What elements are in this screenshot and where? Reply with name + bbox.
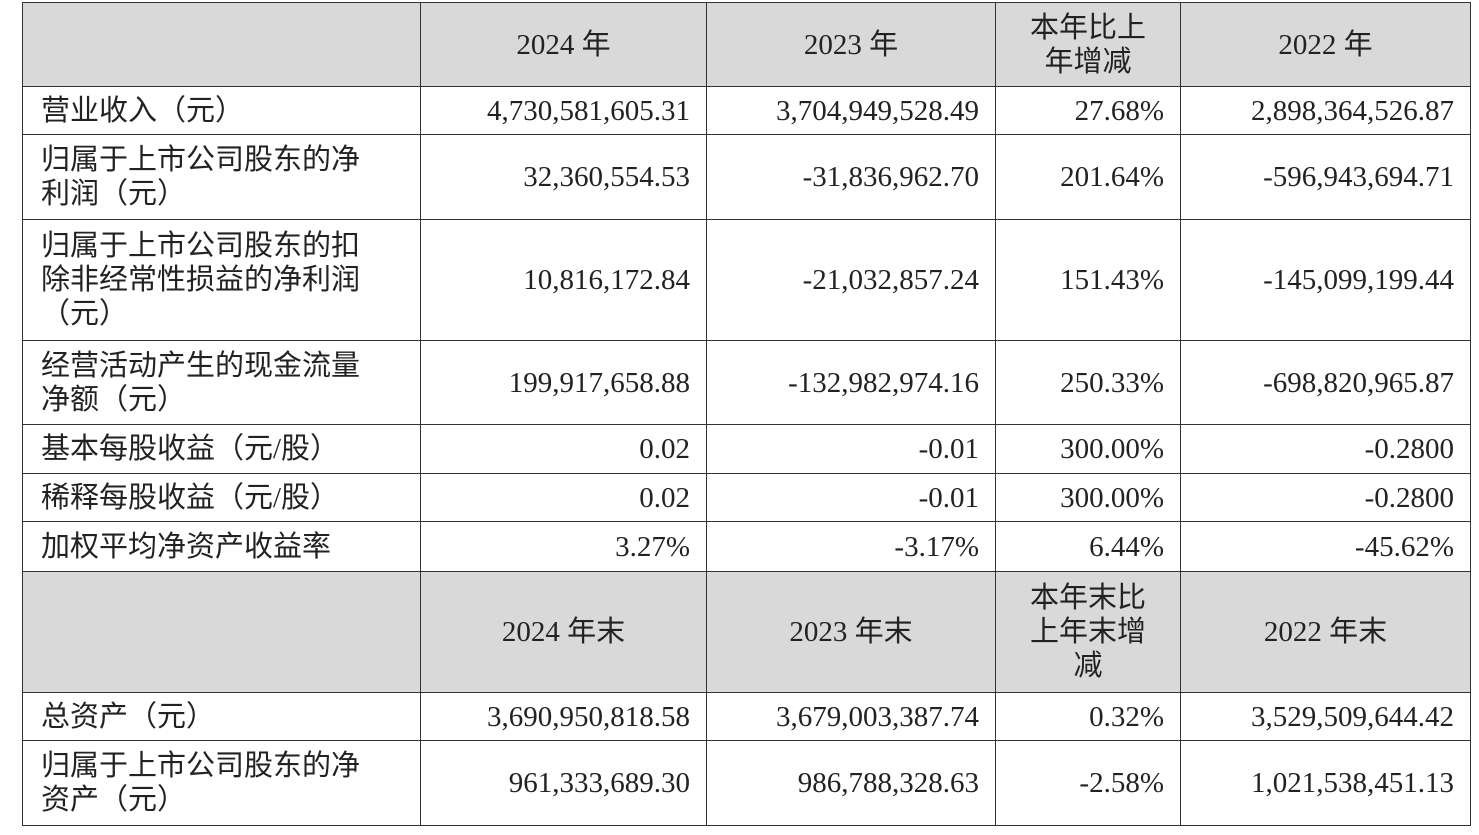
value-cell: 3,679,003,387.74 <box>706 692 996 741</box>
financial-table: 2024 年 2023 年 本年比上年增减 2022 年营业收入（元） 4,730,58… <box>22 2 1471 826</box>
header-text: 2024 年末 <box>501 616 626 648</box>
value-cell: 3.27% <box>420 521 707 572</box>
value-cell: -45.62% <box>1180 521 1471 572</box>
row-label: 归属于上市公司股东的扣除非经常性损益的净利润（元） <box>22 219 421 341</box>
value-cell: 0.02 <box>420 473 707 522</box>
value-cell: 201.64% <box>995 134 1181 220</box>
value-cell: 300.00% <box>995 473 1181 522</box>
value-cell: 199,917,658.88 <box>420 340 707 425</box>
value-cell: 250.33% <box>995 340 1181 425</box>
value-cell: 4,730,581,605.31 <box>420 86 707 135</box>
value-cell: 0.32% <box>995 692 1181 741</box>
value-cell: -596,943,694.71 <box>1180 134 1471 220</box>
value-cell: 0.02 <box>420 424 707 474</box>
header-text: 2022 年 <box>1278 28 1373 61</box>
value-cell: -0.01 <box>706 424 996 474</box>
data-row: 营业收入（元） 4,730,581,605.31 3,704,949,528.49 2… <box>22 86 1471 135</box>
value-cell: 961,333,689.30 <box>420 740 707 826</box>
value-cell: 10,816,172.84 <box>420 219 707 341</box>
data-row: 稀释每股收益（元/股） 0.02 -0.01 300.00% -0.2800 <box>22 473 1471 522</box>
row-label: 营业收入（元） <box>22 86 421 135</box>
header-cell: 本年比上年增减 <box>995 2 1181 87</box>
row-label: 归属于上市公司股东的净利润（元） <box>22 134 421 220</box>
value-cell: 3,704,949,528.49 <box>706 86 996 135</box>
value-cell: 27.68% <box>995 86 1181 135</box>
header-cell <box>22 571 421 693</box>
row-label: 总资产（元） <box>22 692 421 741</box>
header-cell: 2024 年末 <box>420 571 707 693</box>
row-label: 基本每股收益（元/股） <box>22 424 421 474</box>
data-row: 总资产（元） 3,690,950,818.58 3,679,003,387.74 0.… <box>22 692 1471 741</box>
header-text: 2022 年末 <box>1263 616 1388 648</box>
value-cell: -21,032,857.24 <box>706 219 996 341</box>
value-cell: -145,099,199.44 <box>1180 219 1471 341</box>
value-cell: 986,788,328.63 <box>706 740 996 826</box>
header-text: 2023 年末 <box>789 616 913 648</box>
value-cell: -0.01 <box>706 473 996 522</box>
header-cell <box>22 2 421 87</box>
header-text: 2023 年 <box>803 28 899 61</box>
value-cell: 3,690,950,818.58 <box>420 692 707 741</box>
value-cell: 2,898,364,526.87 <box>1180 86 1471 135</box>
value-cell: 151.43% <box>995 219 1181 341</box>
header-text: 本年末比上年末增减 <box>1029 582 1146 682</box>
data-row: 基本每股收益（元/股） 0.02 -0.01 300.00% -0.2800 <box>22 424 1471 474</box>
value-cell: -0.2800 <box>1180 473 1471 522</box>
header-row: 2024 年末 2023 年末 本年末比上年末增减 2022 年末 <box>22 571 1471 693</box>
value-cell: -2.58% <box>995 740 1181 826</box>
value-cell: -31,836,962.70 <box>706 134 996 220</box>
header-cell: 本年末比上年末增减 <box>995 571 1181 693</box>
row-label: 经营活动产生的现金流量净额（元） <box>22 340 421 425</box>
value-cell: -0.2800 <box>1180 424 1471 474</box>
value-cell: 32,360,554.53 <box>420 134 707 220</box>
header-cell: 2022 年末 <box>1180 571 1471 693</box>
row-label: 稀释每股收益（元/股） <box>22 473 421 522</box>
header-text: 2024 年 <box>516 28 611 61</box>
table-body: 2024 年 2023 年 本年比上年增减 2022 年营业收入（元） 4,730,58… <box>22 2 1471 826</box>
row-label: 归属于上市公司股东的净资产（元） <box>22 740 421 826</box>
value-cell: -3.17% <box>706 521 996 572</box>
data-row: 加权平均净资产收益率 3.27% -3.17% 6.44% -45.62% <box>22 521 1471 572</box>
header-cell: 2022 年 <box>1180 2 1471 87</box>
data-row: 经营活动产生的现金流量净额（元） 199,917,658.88 -132,982,9… <box>22 340 1471 425</box>
header-text: 本年比上年增减 <box>1029 11 1146 78</box>
header-cell: 2024 年 <box>420 2 707 87</box>
data-row: 归属于上市公司股东的净资产（元） 961,333,689.30 986,788,32… <box>22 740 1471 826</box>
value-cell: 1,021,538,451.13 <box>1180 740 1471 826</box>
header-cell: 2023 年末 <box>706 571 996 693</box>
data-row: 归属于上市公司股东的扣除非经常性损益的净利润（元） 10,816,172.84 -2… <box>22 219 1471 341</box>
value-cell: -698,820,965.87 <box>1180 340 1471 425</box>
value-cell: 3,529,509,644.42 <box>1180 692 1471 741</box>
row-label: 加权平均净资产收益率 <box>22 521 421 572</box>
value-cell: -132,982,974.16 <box>706 340 996 425</box>
value-cell: 300.00% <box>995 424 1181 474</box>
header-row: 2024 年 2023 年 本年比上年增减 2022 年 <box>22 2 1471 87</box>
value-cell: 6.44% <box>995 521 1181 572</box>
header-cell: 2023 年 <box>706 2 996 87</box>
data-row: 归属于上市公司股东的净利润（元） 32,360,554.53 -31,836,962… <box>22 134 1471 220</box>
